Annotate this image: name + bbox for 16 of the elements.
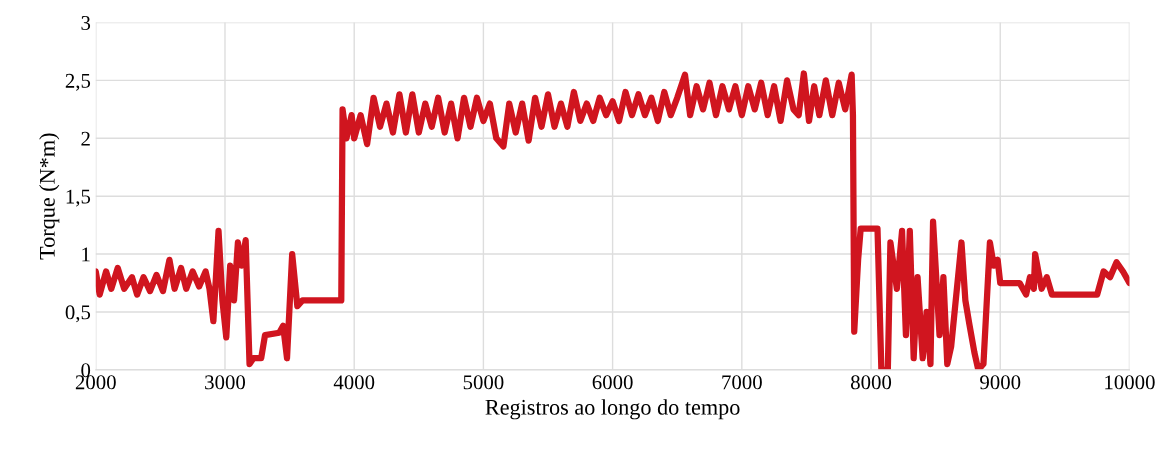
x-tick-label: 3000 [205, 375, 246, 390]
x-tick-label: 4000 [333, 375, 375, 390]
x-tick-label: 9000 [980, 375, 1021, 390]
y-tick-label: 2,5 [65, 73, 91, 91]
x-tick-label: 8000 [851, 375, 892, 390]
y-tick-label: 1,5 [66, 189, 91, 207]
y-tick-label: 0,5 [65, 305, 91, 323]
x-axis-title: Registros ao longo do tempo [485, 399, 740, 420]
y-tick-label: 1 [82, 247, 90, 262]
y-tick-label: 2 [81, 131, 90, 146]
x-tick-label: 7000 [722, 375, 762, 390]
y-tick-label: 3 [81, 15, 91, 30]
x-tick-label: 6000 [592, 375, 633, 390]
x-tick-label: 5000 [463, 375, 504, 390]
x-tick-label: 10000 [1105, 375, 1155, 390]
y-axis-title: Torque (N*m) [39, 133, 60, 260]
